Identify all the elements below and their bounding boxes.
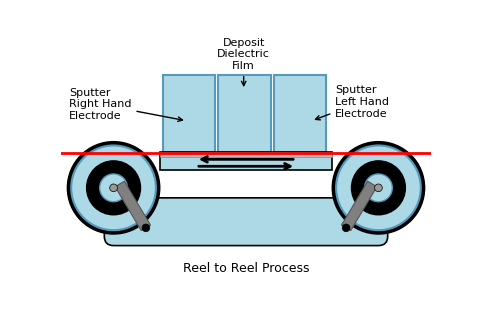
Circle shape [100,174,127,202]
FancyArrow shape [115,181,151,230]
Circle shape [332,142,425,234]
Text: Deposit
Dielectric
Film: Deposit Dielectric Film [217,38,270,86]
Text: Reel to Reel Process: Reel to Reel Process [183,262,309,275]
Bar [218,75,271,152]
Text: Sputter
Right Hand
Electrode: Sputter Right Hand Electrode [69,88,182,122]
Circle shape [86,161,141,215]
Circle shape [365,174,392,202]
Bar [163,75,215,152]
Circle shape [336,145,421,230]
Circle shape [67,142,160,234]
Circle shape [351,161,406,215]
Circle shape [142,224,150,232]
FancyBboxPatch shape [104,198,388,246]
Circle shape [342,224,350,232]
Circle shape [71,145,156,230]
Circle shape [110,184,118,192]
Circle shape [374,184,382,192]
Bar [274,75,326,152]
Bar [160,152,332,170]
FancyArrow shape [341,181,377,230]
Bar [160,152,332,157]
Text: Sputter
Left Hand
Electrode: Sputter Left Hand Electrode [315,85,389,120]
